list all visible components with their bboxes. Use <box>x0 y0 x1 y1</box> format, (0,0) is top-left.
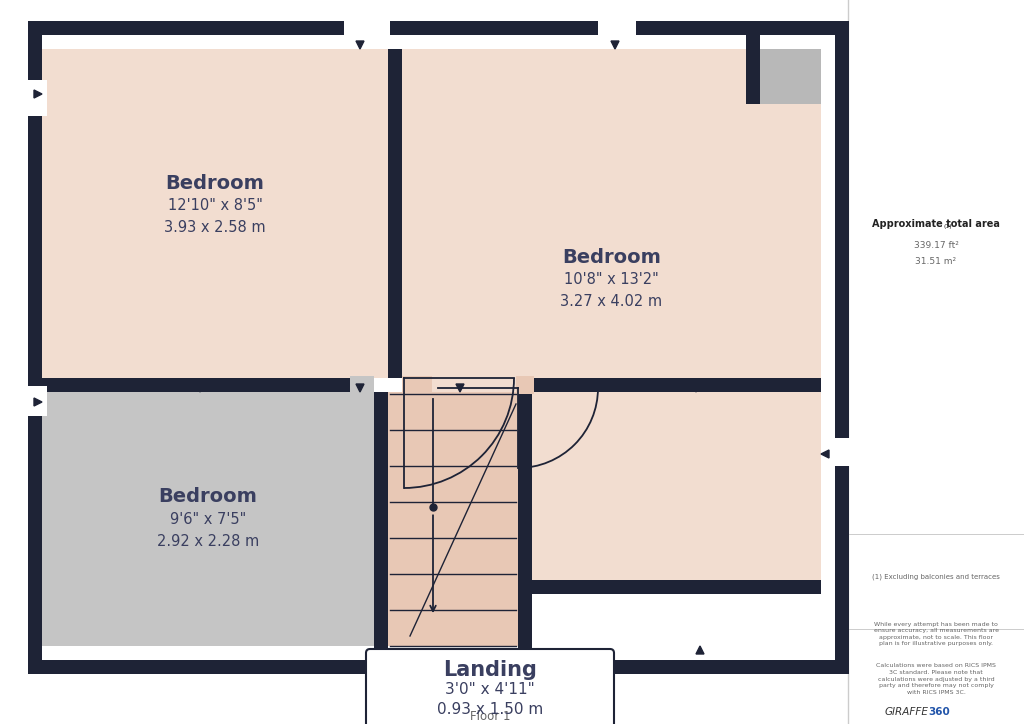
Bar <box>42 378 374 392</box>
Bar <box>516 376 534 394</box>
Polygon shape <box>611 41 618 49</box>
Bar <box>760 49 821 104</box>
Text: While every attempt has been made to
ensure accuracy, all measurements are
appro: While every attempt has been made to ens… <box>873 622 998 647</box>
Text: 339.17 ft²: 339.17 ft² <box>913 240 958 250</box>
Bar <box>835 21 849 674</box>
Text: 3.93 x 2.58 m: 3.93 x 2.58 m <box>164 220 266 235</box>
Polygon shape <box>356 384 364 392</box>
Bar <box>598 16 636 35</box>
Polygon shape <box>34 90 42 98</box>
Text: 31.51 m²: 31.51 m² <box>915 258 956 266</box>
Polygon shape <box>696 646 705 654</box>
Polygon shape <box>34 398 42 406</box>
Text: (1): (1) <box>944 224 952 229</box>
Text: 12'10" x 8'5": 12'10" x 8'5" <box>168 198 262 213</box>
Text: 0.93 x 1.50 m: 0.93 x 1.50 m <box>437 702 543 717</box>
Bar <box>42 49 388 378</box>
Text: Floor 1: Floor 1 <box>470 710 510 723</box>
Bar <box>350 376 374 394</box>
Text: Approximate total area: Approximate total area <box>872 219 1000 229</box>
Polygon shape <box>356 41 364 49</box>
Bar <box>388 392 518 646</box>
Bar <box>833 438 854 466</box>
Text: Landing: Landing <box>443 660 537 680</box>
Text: 10'8" x 13'2": 10'8" x 13'2" <box>564 272 658 287</box>
Text: Calculations were based on RICS IPMS
3C standard. Please note that
calculations : Calculations were based on RICS IPMS 3C … <box>877 663 996 695</box>
Bar <box>393 657 513 676</box>
Text: 2.92 x 2.28 m: 2.92 x 2.28 m <box>157 534 259 549</box>
Bar <box>402 49 821 646</box>
Polygon shape <box>196 384 204 392</box>
Text: (1) Excluding balconies and terraces: (1) Excluding balconies and terraces <box>872 573 1000 580</box>
Bar <box>746 35 760 104</box>
Bar <box>374 392 388 660</box>
Text: 9'6" x 7'5": 9'6" x 7'5" <box>170 511 246 526</box>
Bar <box>23 386 47 416</box>
Bar <box>42 392 374 646</box>
Text: 3.27 x 4.02 m: 3.27 x 4.02 m <box>560 294 663 309</box>
Bar <box>344 16 390 35</box>
Text: Bedroom: Bedroom <box>562 248 660 267</box>
Bar <box>402 376 432 394</box>
Text: Bedroom: Bedroom <box>159 487 257 507</box>
FancyBboxPatch shape <box>366 649 614 724</box>
Bar <box>388 49 402 378</box>
Bar <box>28 660 849 674</box>
Bar <box>532 392 821 580</box>
Text: 360: 360 <box>928 707 949 717</box>
Text: GIRAFFE: GIRAFFE <box>884 707 928 717</box>
Polygon shape <box>456 384 464 392</box>
Bar <box>532 378 821 392</box>
Bar <box>518 392 532 660</box>
Bar <box>532 580 821 594</box>
Polygon shape <box>692 384 700 392</box>
Bar <box>28 21 42 674</box>
Bar <box>23 80 47 116</box>
Bar <box>532 594 821 646</box>
Polygon shape <box>821 450 829 458</box>
Bar <box>388 392 532 646</box>
Text: 3'0" x 4'11": 3'0" x 4'11" <box>445 683 535 697</box>
Bar <box>28 21 849 35</box>
Text: Bedroom: Bedroom <box>166 174 264 193</box>
